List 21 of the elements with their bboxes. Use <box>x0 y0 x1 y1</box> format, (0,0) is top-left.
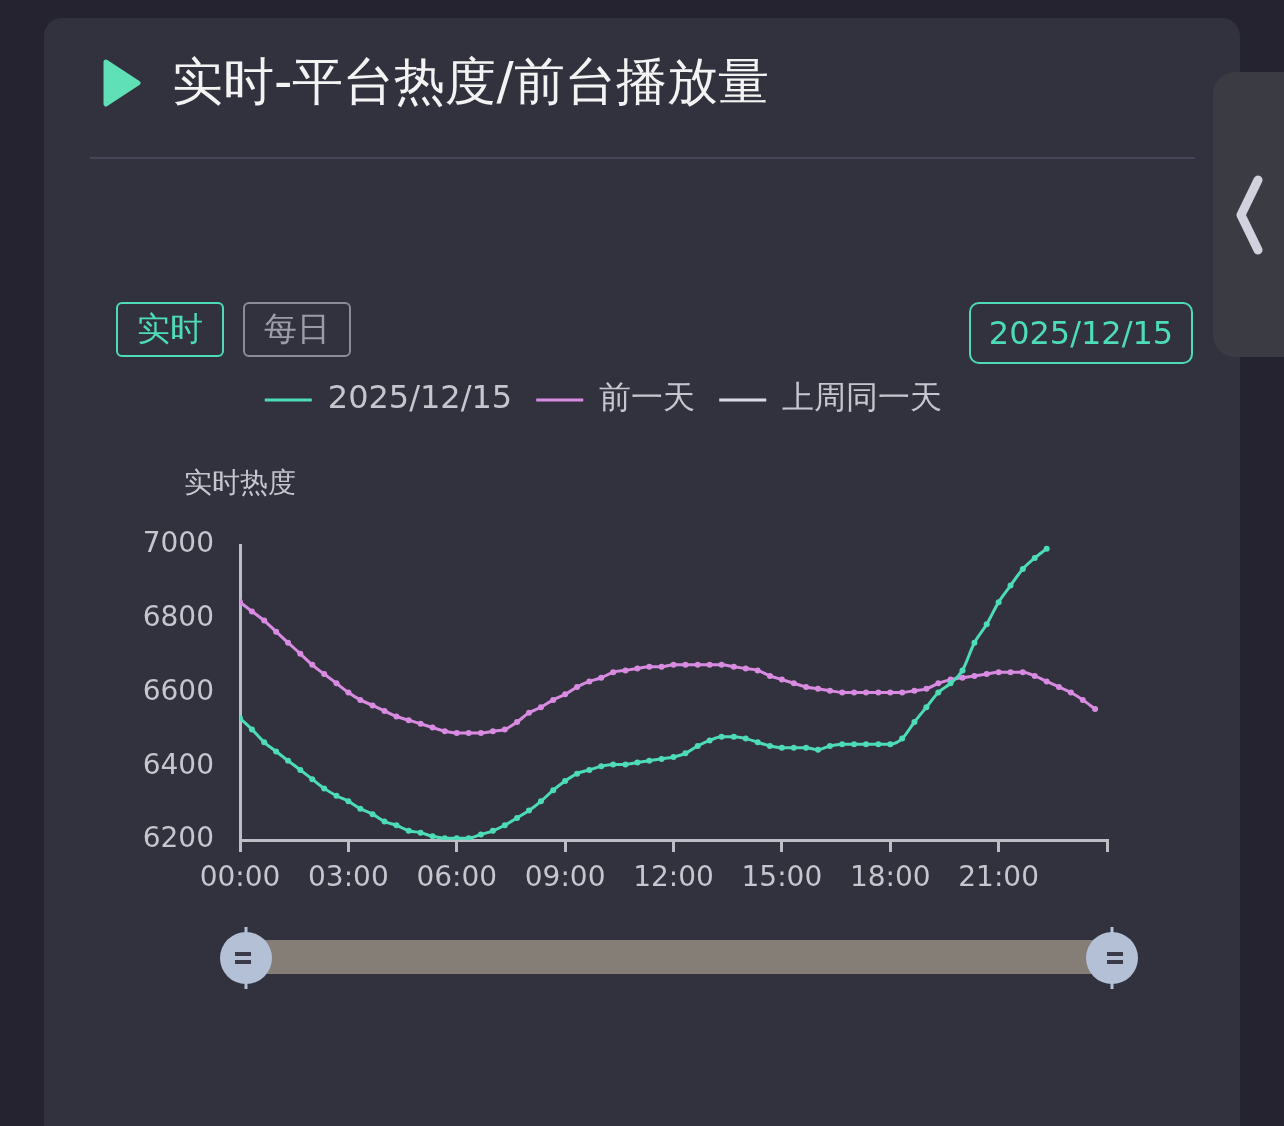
y-axis-title: 实时热度 <box>184 466 296 500</box>
y-tick-label: 6200 <box>142 821 214 855</box>
chart-title: 实时-平台热度/前台播放量 <box>172 51 769 113</box>
tab-button[interactable]: 实时 <box>116 302 224 357</box>
date-picker-button[interactable]: 2025/12/15 <box>969 302 1193 364</box>
x-tick-label: 06:00 <box>416 860 498 894</box>
x-tick-label: 12:00 <box>633 860 714 894</box>
tab-button[interactable]: 每日 <box>243 302 351 357</box>
y-tick-label: 6600 <box>142 673 214 707</box>
x-tick-label: 09:00 <box>524 860 606 894</box>
legend-label: 上周同一天 <box>782 378 943 417</box>
legend-label: 前一天 <box>599 378 696 417</box>
y-tick-label: 7000 <box>142 526 214 560</box>
x-tick-label: 03:00 <box>308 860 389 894</box>
x-tick-label: 18:00 <box>849 860 931 894</box>
legend-label: 2025/12/15 <box>327 378 513 417</box>
x-tick-label: 15:00 <box>741 860 823 894</box>
y-tick-label: 6400 <box>142 747 214 781</box>
x-tick-label: 00:00 <box>199 860 281 894</box>
y-tick-label: 6800 <box>142 600 214 634</box>
x-tick-label: 21:00 <box>958 860 1039 894</box>
